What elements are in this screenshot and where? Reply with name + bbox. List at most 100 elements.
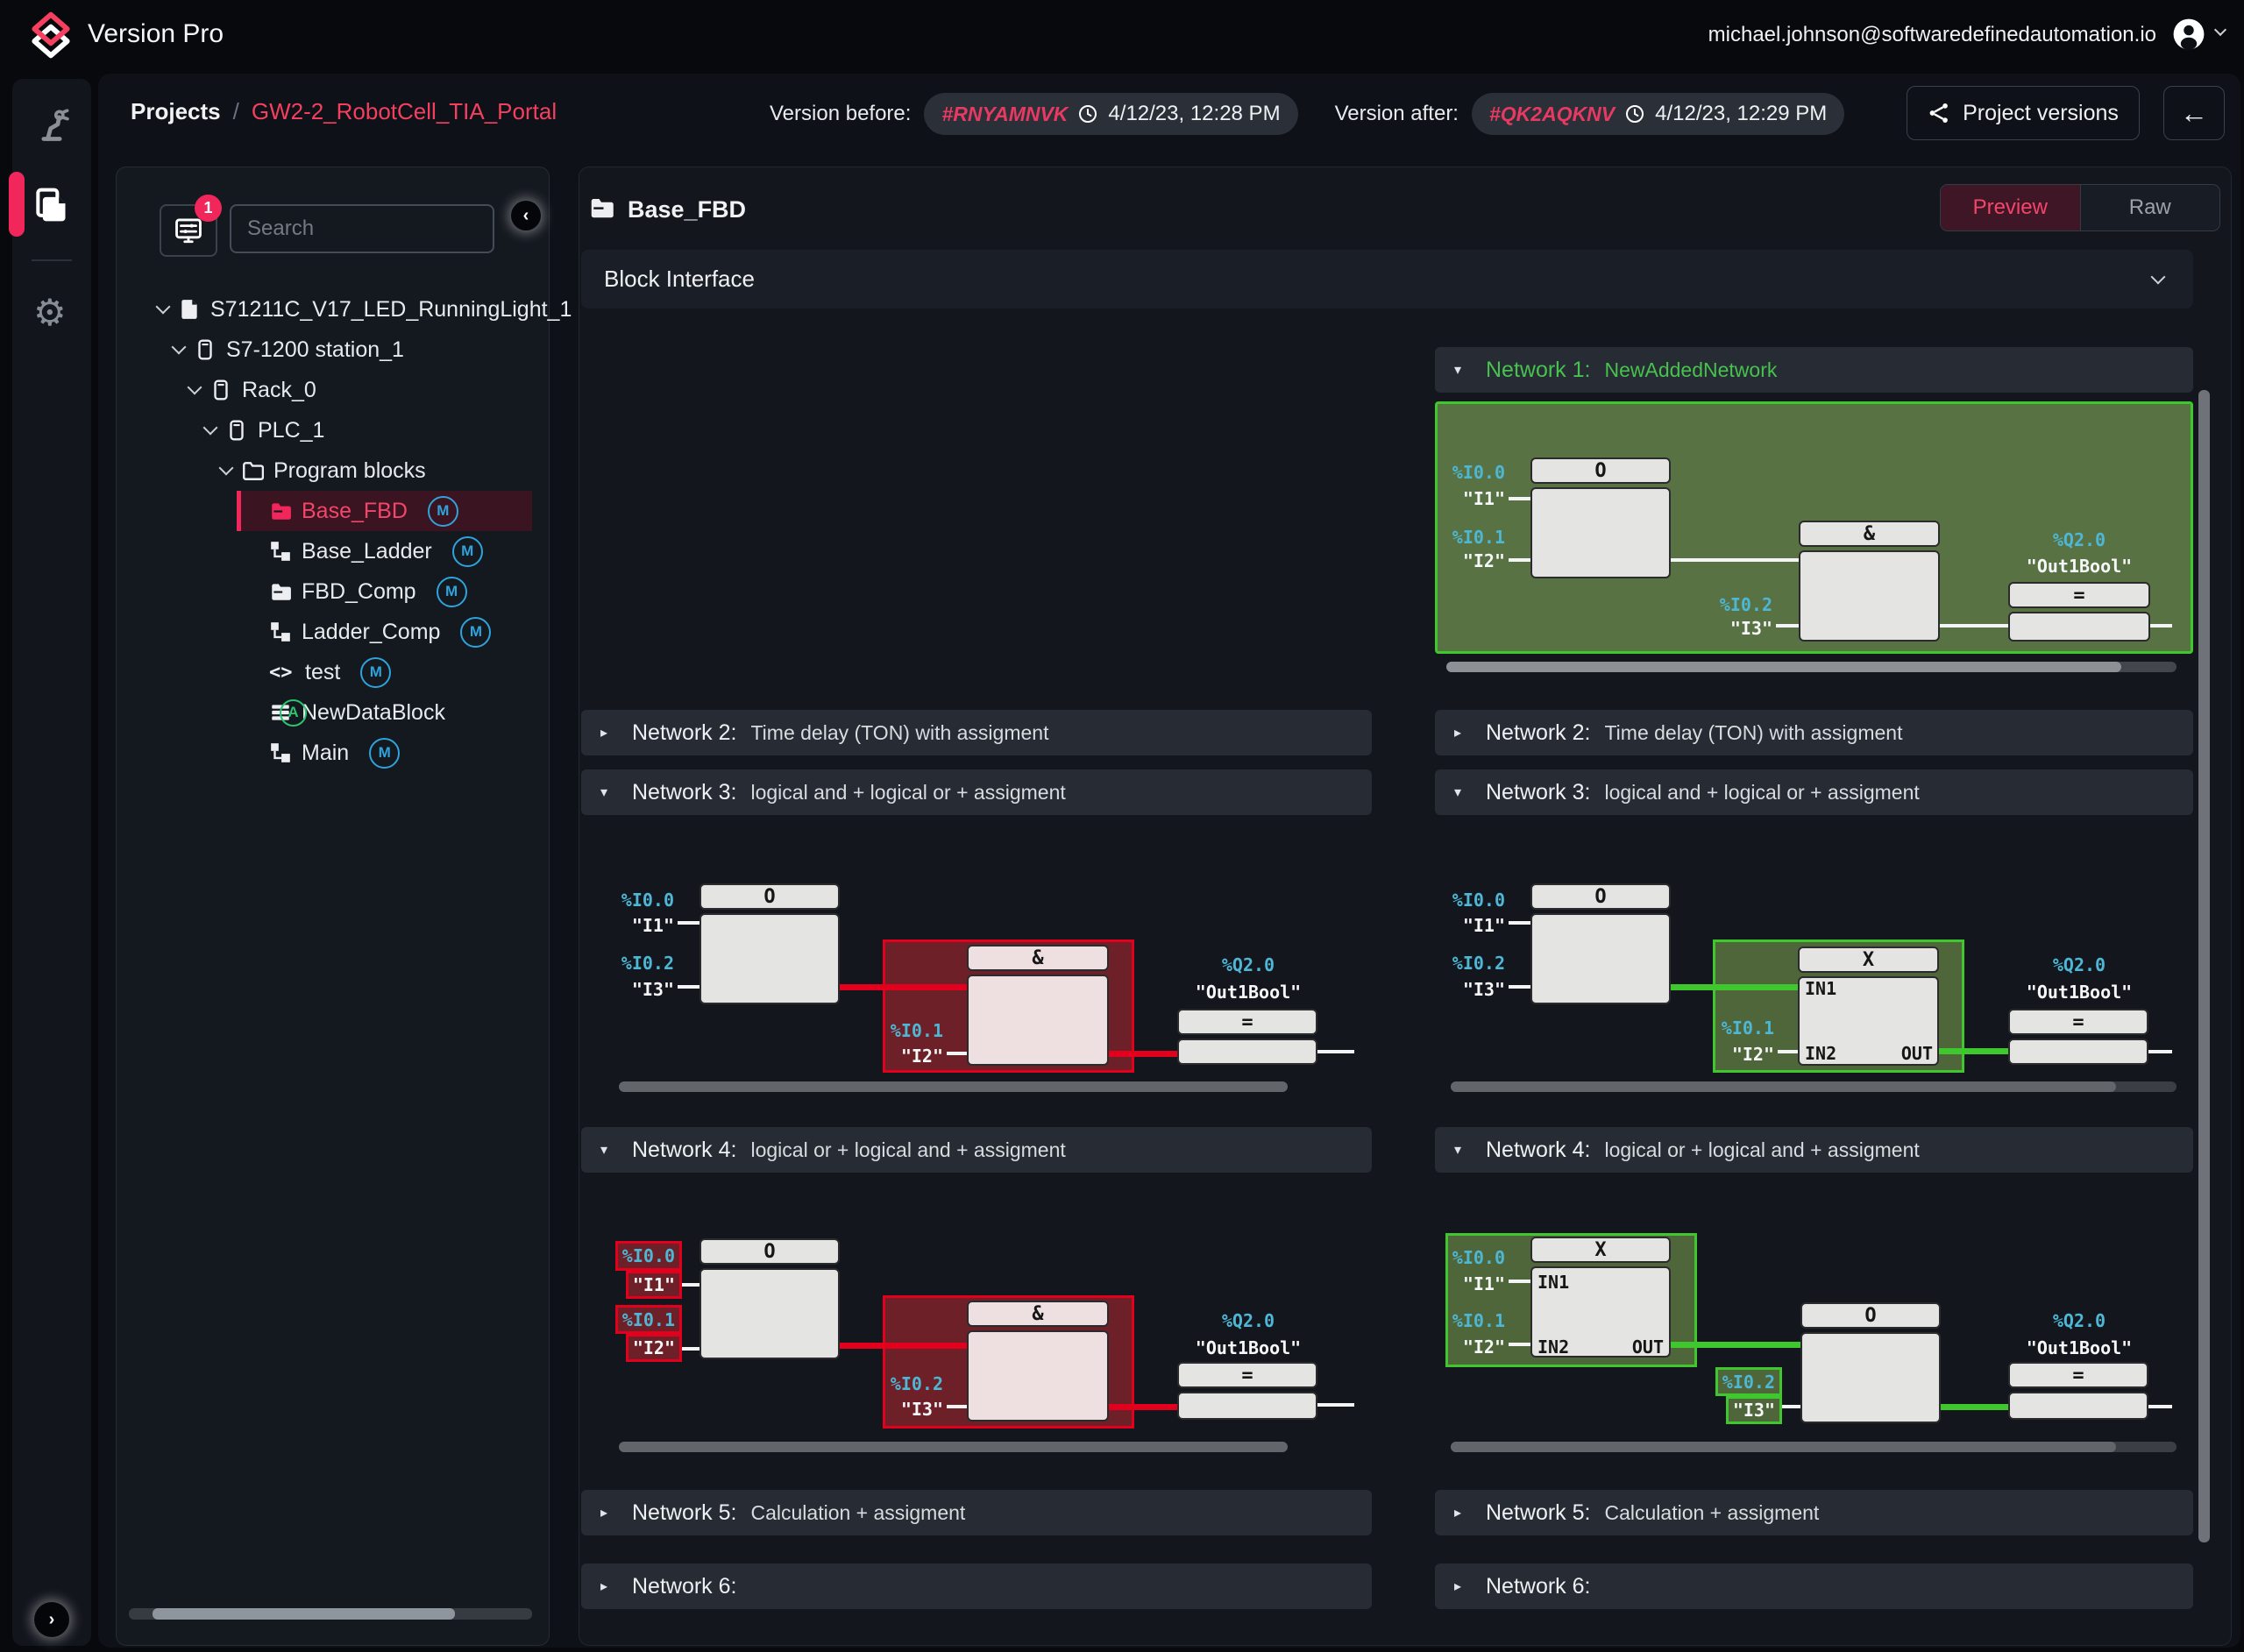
active-rail-indicator [9, 172, 25, 237]
search-input[interactable] [230, 204, 494, 253]
wire [1778, 1050, 1798, 1053]
network-3-header-before[interactable]: ▾ Network 3: logical and + logical or + … [581, 769, 1372, 815]
block-interface-label: Block Interface [604, 266, 755, 292]
tree-row-station[interactable]: S7-1200 station_1 [117, 330, 605, 370]
breadcrumb: Projects / GW2-2_RobotCell_TIA_Portal [131, 98, 557, 125]
or-gate-body [699, 913, 840, 1004]
tree-row-rack[interactable]: Rack_0 [117, 370, 621, 410]
tab-raw[interactable]: Raw [2079, 185, 2219, 230]
wire [1509, 985, 1530, 989]
signal-address: %I0.0 [621, 890, 674, 911]
tree-row-fbd-comp[interactable]: FBD_Comp M [117, 571, 700, 612]
removed-wire [1109, 1404, 1177, 1410]
tree-row-base-fbd[interactable]: Base_FBD M [117, 491, 700, 531]
expand-rail-button[interactable]: › [34, 1602, 69, 1637]
version-after-chip[interactable]: #QK2AQKNV 4/12/23, 12:29 PM [1471, 93, 1845, 135]
wire [1776, 624, 1799, 627]
diagram-hscrollbar-thumb[interactable] [1451, 1442, 2116, 1452]
signal-tag: "I3" [631, 979, 674, 1000]
signal-address: %Q2.0 [2052, 1310, 2106, 1331]
filter-button[interactable] [160, 204, 217, 257]
tree-row-main[interactable]: Main M [117, 733, 700, 773]
chevron-down-icon[interactable] [155, 299, 171, 315]
version-after-time: 4/12/23, 12:29 PM [1655, 102, 1828, 125]
signal-tag: "I1" [1462, 488, 1505, 509]
signal-tag: "I3" [900, 1399, 943, 1420]
networks-vscrollbar-thumb[interactable] [2198, 390, 2210, 1542]
added-signal-address-box: %I0.2 [1715, 1367, 1782, 1396]
network-3-header-after[interactable]: ▾ Network 3: logical and + logical or + … [1435, 769, 2193, 815]
topbar: Version Pro michael.johnson@softwaredefi… [0, 0, 2244, 70]
network-title: Network 1: [1486, 357, 1591, 382]
diagram-hscrollbar-thumb[interactable] [1451, 1081, 2116, 1092]
tree-row-base-ladder[interactable]: Base_Ladder M [117, 531, 700, 571]
network-2-header-after[interactable]: ▸ Network 2: Time delay (TON) with assig… [1435, 710, 2193, 755]
tab-preview[interactable]: Preview [1941, 185, 2080, 230]
collapse-panel-button[interactable]: ‹ [511, 201, 541, 230]
wire [1317, 1050, 1354, 1053]
signal-tag: "I1" [1462, 915, 1505, 936]
chevron-down-icon[interactable] [171, 339, 187, 355]
settings-gear-icon[interactable]: ⚙ [33, 292, 67, 333]
tree-row-ladder-comp[interactable]: Ladder_Comp M [117, 612, 700, 652]
modified-badge: M [360, 656, 392, 688]
fbd-block-folder-icon [272, 503, 291, 520]
or-gate-body [1530, 913, 1671, 1004]
added-wire [1671, 1342, 1800, 1348]
version-before-chip[interactable]: #RNYAMNVK 4/12/23, 12:28 PM [924, 93, 1298, 135]
breadcrumb-root[interactable]: Projects [131, 98, 221, 124]
tree-item-label: Ladder_Comp [302, 619, 441, 644]
assign-body [2008, 612, 2150, 642]
signal-address: %Q2.0 [2052, 529, 2106, 550]
wire [1509, 497, 1530, 500]
folder-icon [243, 462, 264, 480]
network-4-header-before[interactable]: ▾ Network 4: logical or + logical and + … [581, 1127, 1372, 1173]
network-4-header-after[interactable]: ▾ Network 4: logical or + logical and + … [1435, 1127, 2193, 1173]
breadcrumb-current[interactable]: GW2-2_RobotCell_TIA_Portal [251, 98, 557, 124]
robot-arm-icon[interactable] [32, 105, 71, 144]
version-before-label: Version before: [770, 102, 912, 125]
modified-badge: M [427, 495, 458, 527]
user-avatar-icon[interactable] [2172, 18, 2205, 51]
signal-tag: "I2" [1462, 550, 1505, 571]
diagram-hscrollbar-thumb[interactable] [1446, 662, 2121, 672]
tree-hscrollbar-thumb[interactable] [153, 1608, 455, 1620]
app-logo-icon [32, 11, 70, 59]
signal-address: %Q2.0 [1221, 1310, 1275, 1331]
block-interface-bar[interactable]: Block Interface [581, 250, 2193, 308]
signal-tag: "Out1Bool" [2026, 1337, 2133, 1358]
tree-row-program-blocks[interactable]: Program blocks [117, 450, 652, 491]
project-versions-button[interactable]: Project versions [1907, 86, 2140, 140]
network-2-header-before[interactable]: ▸ Network 2: Time delay (TON) with assig… [581, 710, 1372, 755]
tree-row-project[interactable]: S71211C_V17_LED_RunningLight_1 [117, 289, 589, 330]
added-wire [1671, 984, 1798, 990]
tree-row-test[interactable]: <> test M [117, 652, 700, 692]
tree-row-newdatablock[interactable]: NewDataBlock A [117, 692, 700, 733]
documents-icon[interactable] [32, 186, 70, 224]
network-6-header-before[interactable]: ▸ Network 6: [581, 1563, 1372, 1609]
tree-row-plc[interactable]: PLC_1 [117, 410, 636, 450]
wire [1782, 1405, 1800, 1408]
and-gate-body [967, 1330, 1109, 1422]
version-after-hash: #QK2AQKNV [1488, 102, 1616, 125]
chevron-down-icon[interactable] [202, 420, 218, 436]
user-menu-chevron-down-icon[interactable] [2213, 23, 2227, 37]
wire [2148, 1405, 2172, 1408]
signal-address: %I0.1 [1452, 1310, 1505, 1331]
fbd-block-folder-icon [272, 584, 291, 600]
chevron-down-icon[interactable] [187, 379, 202, 395]
network-1-header-after[interactable]: ▾ Network 1: NewAddedNetwork [1435, 347, 2193, 393]
diagram-hscrollbar-thumb[interactable] [619, 1081, 1288, 1092]
back-button[interactable]: ← [2163, 86, 2225, 140]
chevron-down-icon[interactable] [218, 460, 234, 476]
network-5-header-before[interactable]: ▸ Network 5: Calculation + assigment [581, 1490, 1372, 1535]
signal-tag: "I1" [632, 1274, 675, 1295]
assign-body [2008, 1392, 2148, 1420]
wire [1671, 558, 1799, 562]
removed-signal-tag-box: "I1" [626, 1271, 682, 1299]
diagram-hscrollbar-thumb[interactable] [619, 1442, 1288, 1452]
or-gate-block: O [1800, 1302, 1941, 1329]
network-5-header-after[interactable]: ▸ Network 5: Calculation + assigment [1435, 1490, 2193, 1535]
network-6-header-after[interactable]: ▸ Network 6: [1435, 1563, 2193, 1609]
